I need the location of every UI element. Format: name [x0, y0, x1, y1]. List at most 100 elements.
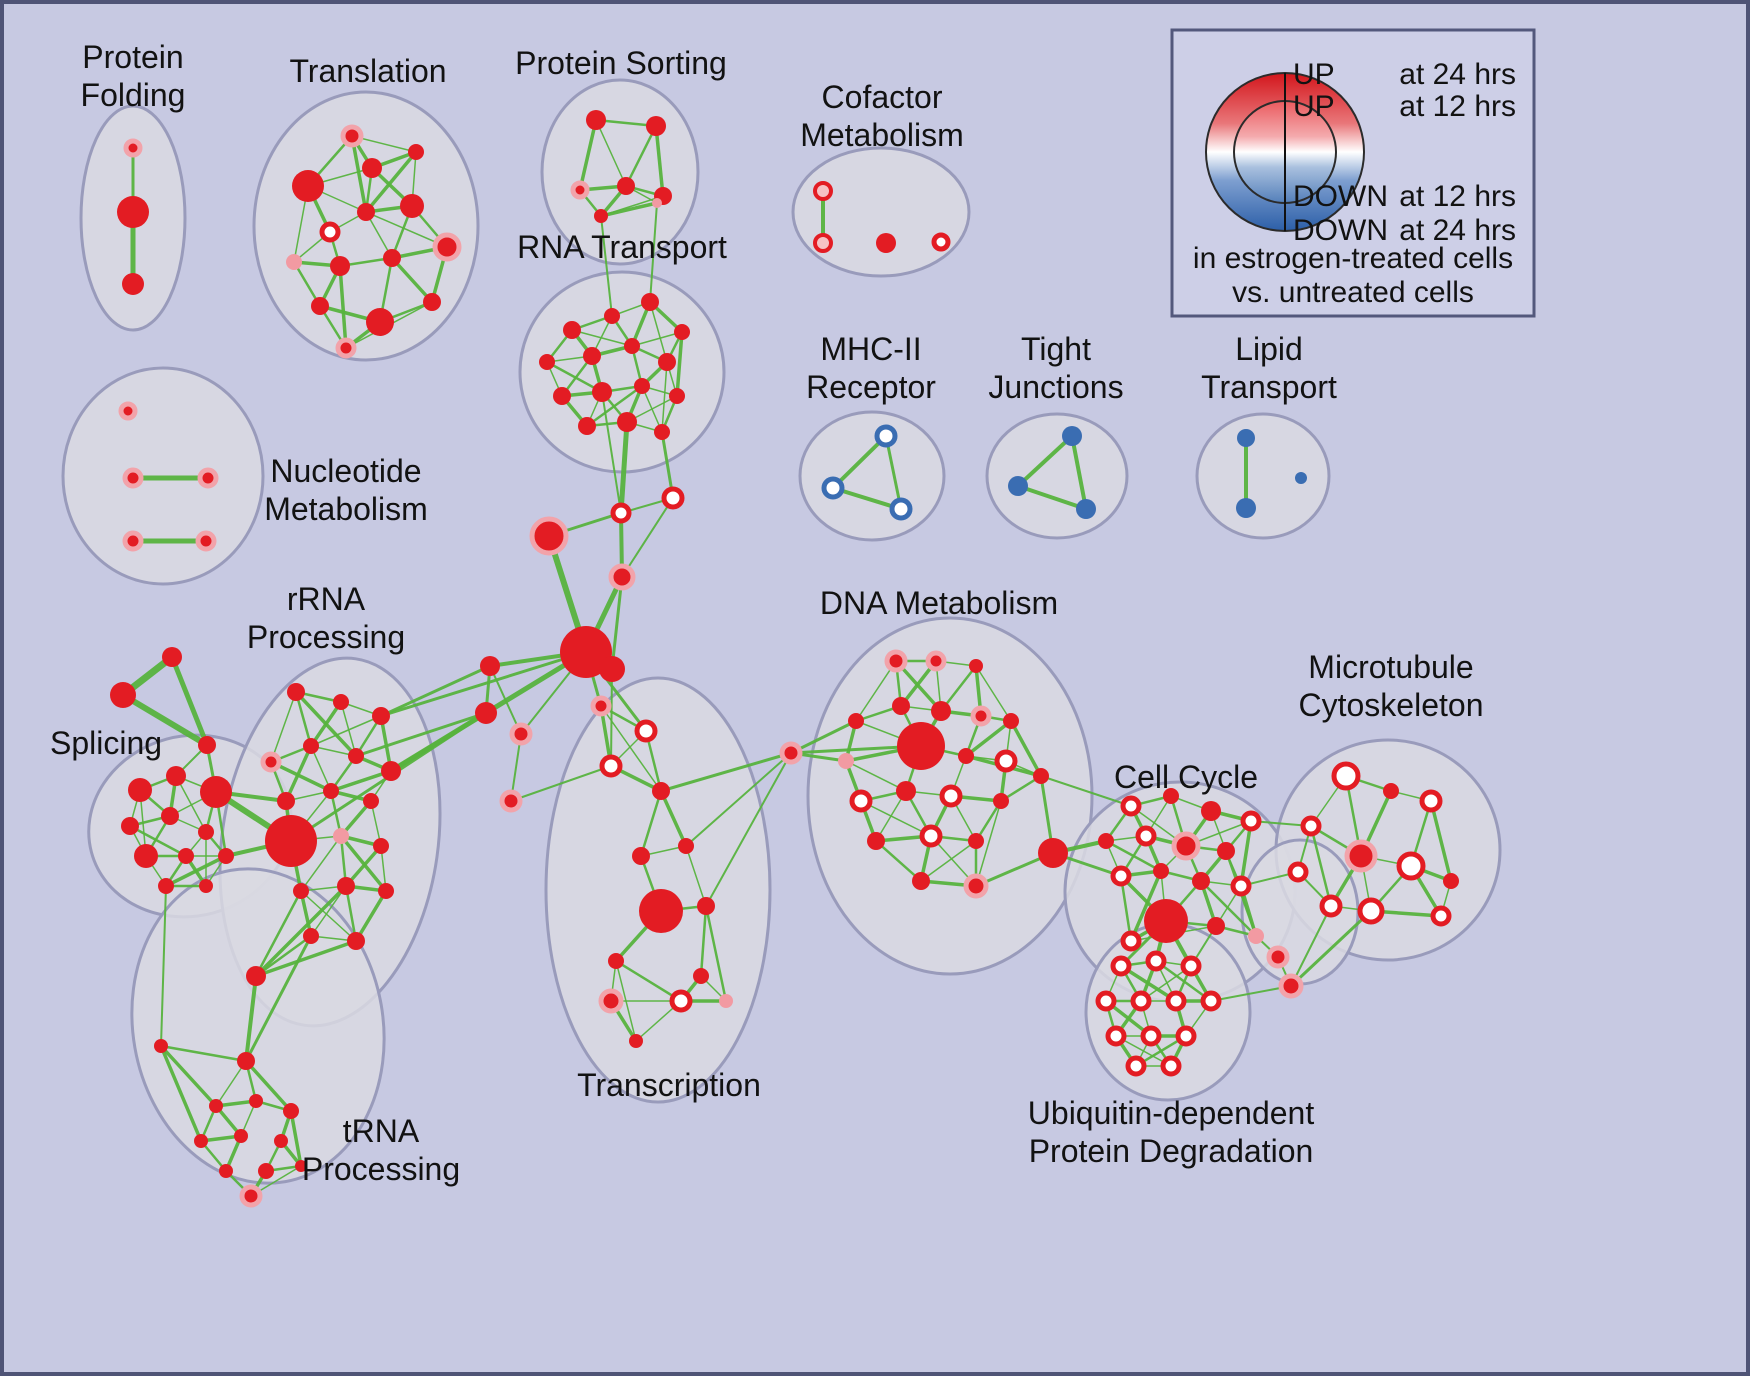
network-node: [639, 889, 683, 933]
network-node: [592, 382, 612, 402]
network-node: [348, 748, 364, 764]
network-edge: [215, 1060, 247, 1107]
network-edge: [379, 650, 588, 718]
network-edge: [685, 845, 707, 907]
network-edge: [365, 211, 448, 248]
network-node: [1140, 1025, 1162, 1047]
network-edge: [164, 854, 228, 888]
network-edge: [1239, 819, 1253, 888]
network-edge: [284, 744, 313, 803]
network-edge: [831, 434, 888, 490]
network-node: [372, 707, 390, 725]
network-edge: [599, 201, 659, 218]
network-edge: [350, 134, 368, 214]
network-node: [161, 807, 179, 825]
network-edge: [379, 664, 492, 718]
network-node: [1443, 873, 1459, 889]
legend-up-24-time: at 24 hrs: [1399, 58, 1516, 91]
network-edge: [1154, 959, 1213, 1003]
network-node: [340, 124, 364, 148]
network-node: [239, 1184, 263, 1208]
network-edge: [659, 751, 793, 793]
network-node: [1430, 905, 1452, 927]
cluster-label-dna-metabolism: DNA Metabolism: [820, 585, 1058, 621]
network-node: [1300, 815, 1322, 837]
network-node: [1105, 1025, 1127, 1047]
network-node: [608, 953, 624, 969]
legend-down-24-dir: DOWN: [1293, 214, 1388, 247]
network-node: [838, 753, 854, 769]
network-edge: [789, 719, 858, 755]
network-node: [970, 705, 992, 727]
network-node: [1319, 894, 1343, 918]
network-edge: [339, 834, 388, 893]
network-node: [333, 828, 349, 844]
network-node: [697, 897, 715, 915]
network-edge: [159, 1044, 248, 1063]
network-node: [199, 879, 213, 893]
network-node: [265, 815, 317, 867]
network-edge: [1429, 799, 1453, 883]
network-edge: [610, 575, 624, 671]
network-node: [658, 353, 676, 371]
network-node: [475, 702, 497, 724]
network-node: [641, 293, 659, 311]
network-node: [347, 932, 365, 950]
network-edge: [169, 654, 210, 748]
network-edge: [300, 890, 357, 942]
network-edge: [975, 665, 1012, 722]
network-node: [1295, 472, 1307, 484]
network-node: [634, 719, 658, 743]
network-edge: [1290, 905, 1332, 987]
network-node: [1344, 839, 1378, 873]
network-edge: [860, 800, 932, 837]
network-edge: [244, 934, 313, 1063]
network-node: [1175, 1025, 1197, 1047]
network-node: [1419, 789, 1443, 813]
network-node: [821, 476, 845, 500]
network-node: [563, 321, 581, 339]
network-node: [303, 928, 319, 944]
network-node: [219, 1164, 233, 1178]
cluster-label-splicing: Splicing: [50, 725, 162, 761]
network-node: [958, 748, 974, 764]
network-edge: [661, 361, 668, 433]
network-node: [1237, 429, 1255, 447]
network-node: [669, 388, 685, 404]
cluster-ellipse-cofactor-metabolism: [791, 146, 971, 278]
network-edge: [269, 760, 333, 793]
network-edge: [594, 118, 658, 128]
network-edge: [338, 264, 348, 350]
network-node: [646, 116, 666, 136]
network-edge: [310, 715, 382, 747]
network-node: [122, 467, 144, 489]
network-edge: [310, 885, 347, 937]
network-node: [1033, 768, 1049, 784]
network-node: [779, 741, 803, 765]
network-edge: [1309, 824, 1333, 908]
network-node: [237, 1052, 255, 1070]
network-node: [652, 782, 670, 800]
network-edge: [831, 486, 903, 511]
network-edge: [705, 752, 792, 907]
cluster-label-cell-cycle: Cell Cycle: [1114, 759, 1258, 795]
network-node: [1200, 990, 1222, 1012]
network-node: [1287, 861, 1309, 883]
network-node: [1207, 917, 1225, 935]
network-edge: [1070, 434, 1088, 511]
network-node: [884, 649, 908, 673]
network-node: [218, 848, 234, 864]
legend: UP at 24 hrs UP at 12 hrs DOWN at 12 hrs…: [1170, 28, 1536, 318]
network-node: [195, 530, 217, 552]
network-node: [1153, 863, 1169, 879]
network-edge: [289, 1109, 303, 1168]
network-node: [423, 293, 441, 311]
network-node: [1076, 499, 1096, 519]
network-edge: [244, 1059, 293, 1113]
network-edge: [585, 384, 644, 428]
network-edge: [294, 690, 313, 748]
network-node: [378, 883, 394, 899]
network-node: [117, 196, 149, 228]
cluster-label-lipid-transport: Lipid Transport: [1201, 331, 1337, 405]
network-edge: [310, 745, 332, 792]
